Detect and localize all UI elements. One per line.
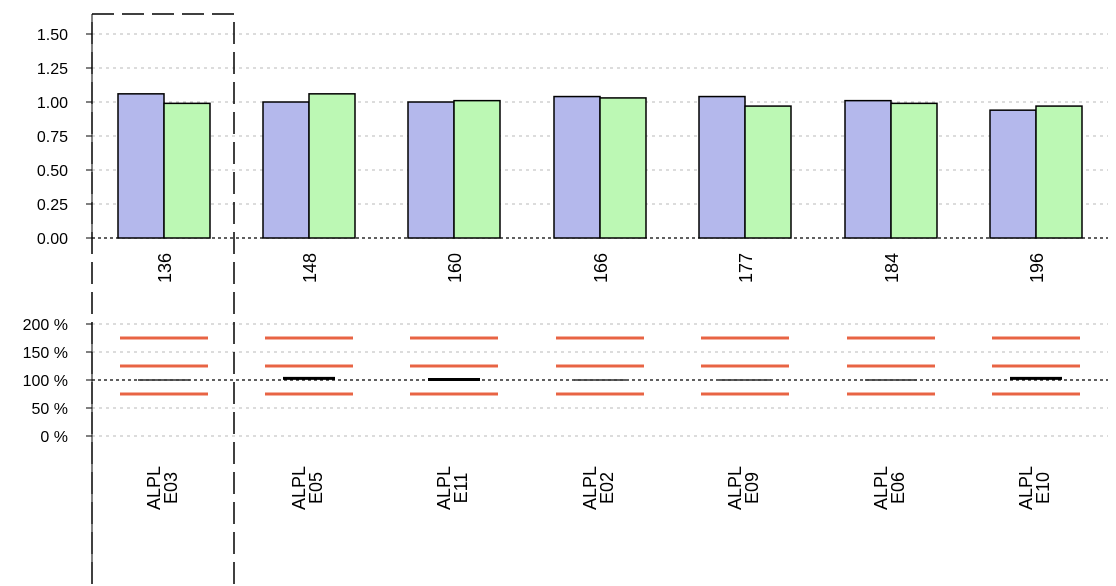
bottom-chart-gridlines — [92, 323, 1108, 437]
bottom-chart-y-axis: 0 % 50 % 100 % 150 % 200 % — [23, 317, 93, 578]
bottom-category-label-line: E03 — [161, 472, 181, 504]
top-category-label: 196 — [1027, 253, 1047, 283]
bar-177-series-2[interactable] — [744, 105, 792, 239]
bottom-category-label-line: ALPL — [725, 466, 745, 510]
top-y-tick-label: 1.50 — [37, 27, 68, 44]
bottom-chart-threshold-lines — [120, 336, 1080, 396]
top-category-label: 136 — [155, 253, 175, 283]
bottom-category-label-line: E05 — [306, 472, 326, 504]
bottom-y-tick-label: 100 % — [23, 373, 68, 390]
bottom-category-label-line: E09 — [742, 472, 762, 504]
selected-column-highlight[interactable] — [91, 13, 235, 584]
bottom-category-label: ALPLE06 — [871, 466, 908, 510]
bar-177-series-1[interactable] — [698, 95, 746, 239]
top-chart-gridlines — [92, 33, 1108, 239]
bar-136-series-1[interactable] — [117, 93, 165, 239]
top-category-label: 184 — [882, 253, 902, 283]
top-y-tick-label: 1.00 — [37, 95, 68, 112]
top-chart-category-labels: 136 148 160 166 177 184 196 — [155, 253, 1047, 283]
top-category-label: 166 — [591, 253, 611, 283]
bottom-chart-category-labels: ALPLE03 ALPLE05 ALPLE11 ALPLE02 ALPLE09 ALPLE… — [144, 466, 1053, 510]
bottom-category-label: ALPLE05 — [289, 466, 326, 510]
bottom-y-tick-label: 150 % — [23, 345, 68, 362]
bar-166-series-2[interactable] — [599, 97, 647, 239]
bar-184-series-1[interactable] — [844, 99, 892, 239]
bar-136-series-2[interactable] — [163, 102, 211, 239]
bottom-category-label-line: E02 — [597, 472, 617, 504]
bottom-category-label-line: ALPL — [871, 466, 891, 510]
bar-160-series-2[interactable] — [453, 99, 501, 239]
top-y-tick-label: 0.25 — [37, 197, 68, 214]
bottom-category-label-line: ALPL — [1016, 466, 1036, 510]
bar-148-series-2[interactable] — [308, 93, 356, 239]
top-y-tick-label: 0.50 — [37, 163, 68, 180]
bar-184-series-2[interactable] — [890, 102, 938, 239]
bottom-category-label-line: E06 — [888, 472, 908, 504]
top-y-tick-label: 0.75 — [37, 129, 68, 146]
bottom-y-tick-label: 50 % — [32, 401, 68, 418]
bottom-category-label-line: ALPL — [580, 466, 600, 510]
top-category-label: 160 — [445, 253, 465, 283]
top-y-tick-label: 1.25 — [37, 61, 68, 78]
top-category-label: 177 — [736, 253, 756, 283]
bar-196-series-2[interactable] — [1035, 105, 1083, 239]
top-chart-bars — [117, 93, 1083, 239]
bottom-category-label-line: E10 — [1033, 472, 1053, 504]
bottom-category-label: ALPLE11 — [434, 466, 471, 510]
bar-160-series-1[interactable] — [407, 101, 455, 239]
bar-196-series-1[interactable] — [989, 109, 1037, 239]
bar-166-series-1[interactable] — [553, 95, 601, 239]
bar-148-series-1[interactable] — [262, 101, 310, 239]
bottom-y-tick-label: 0 % — [40, 429, 68, 446]
bottom-category-label-line: ALPL — [144, 466, 164, 510]
selected-column-frame[interactable] — [91, 13, 235, 584]
bottom-category-label-line: ALPL — [434, 466, 454, 510]
bottom-category-label: ALPLE03 — [144, 466, 181, 510]
bottom-category-label: ALPLE09 — [725, 466, 762, 510]
bottom-category-label: ALPLE10 — [1016, 466, 1053, 510]
bottom-category-label-line: ALPL — [289, 466, 309, 510]
top-y-tick-label: 0.00 — [37, 231, 68, 248]
bottom-category-label: ALPLE02 — [580, 466, 617, 510]
bottom-y-tick-label: 200 % — [23, 317, 68, 334]
top-category-label: 148 — [300, 253, 320, 283]
top-chart-y-axis: 0.00 0.25 0.50 0.75 1.00 1.25 1.50 — [37, 14, 93, 248]
bottom-category-label-line: E11 — [451, 473, 471, 504]
